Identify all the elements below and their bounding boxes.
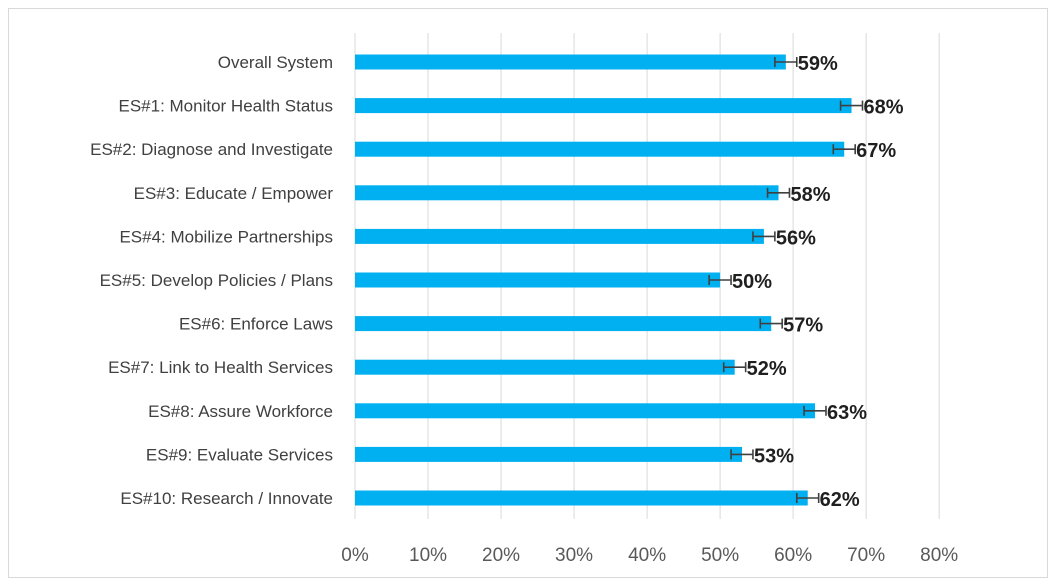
bars: [355, 54, 852, 506]
x-tick-label: 40%: [628, 545, 666, 566]
value-label: 59%: [798, 53, 838, 75]
category-label: ES#9: Evaluate Services: [146, 445, 333, 464]
value-label: 53%: [754, 445, 794, 467]
bar: [355, 446, 743, 462]
x-tick-label: 70%: [847, 545, 885, 566]
x-tick-label: 30%: [555, 545, 593, 566]
bar: [355, 141, 845, 157]
category-label: ES#6: Enforce Laws: [179, 315, 333, 334]
value-label: 62%: [820, 489, 860, 511]
x-axis-tick-labels: 0% 10% 20% 30% 40% 50% 60% 70% 80%: [341, 545, 958, 566]
bar: [355, 403, 816, 419]
error-bar: [832, 144, 856, 155]
bar: [355, 228, 764, 244]
error-bar: [708, 275, 732, 285]
bar: [355, 272, 721, 288]
error-bar: [803, 405, 827, 416]
error-bar: [839, 100, 864, 111]
value-labels: 59% 68% 67% 58% 56%50% 57% 52% 63% 53% 62%: [732, 53, 904, 511]
x-tick-label: 80%: [920, 545, 958, 566]
error-bar: [730, 449, 754, 460]
bar: [355, 185, 779, 201]
bar: [355, 98, 852, 114]
error-bar: [795, 493, 820, 503]
x-tick-label: 50%: [701, 545, 739, 566]
value-label: 68%: [863, 97, 903, 119]
value-label: 63%: [827, 402, 867, 424]
error-bars: [708, 57, 864, 503]
bar: [355, 490, 808, 506]
category-label: ES#2: Diagnose and Investigate: [90, 140, 333, 159]
value-label: 57%: [783, 315, 823, 337]
x-tick-label: 10%: [409, 545, 447, 566]
chart-frame: Overall System ES#1: Monitor Health Statu…: [8, 8, 1048, 578]
category-label: ES#4: Mobilize Partnerships: [119, 227, 333, 246]
bar-chart: Overall System ES#1: Monitor Health Statu…: [90, 33, 958, 566]
value-label: 52%: [747, 358, 787, 380]
x-tick-label: 0%: [341, 545, 369, 566]
category-label: ES#1: Monitor Health Status: [118, 97, 333, 116]
bar: [355, 54, 786, 70]
bar: [355, 316, 772, 332]
error-bar: [722, 362, 747, 373]
error-bar: [752, 231, 776, 242]
category-labels: Overall System ES#1: Monitor Health Statu…: [90, 53, 333, 508]
value-label: 67%: [856, 140, 896, 162]
category-label: ES#5: Develop Policies / Plans: [100, 271, 333, 290]
x-tick-label: 60%: [774, 545, 812, 566]
bar: [355, 359, 735, 375]
category-label: ES#8: Assure Workforce: [148, 402, 333, 421]
error-bar: [766, 187, 791, 198]
error-bar: [774, 57, 798, 67]
category-label: ES#10: Research / Innovate: [120, 489, 333, 508]
x-tick-label: 20%: [482, 545, 520, 566]
category-label: ES#7: Link to Health Services: [108, 358, 333, 377]
error-bar: [759, 318, 783, 329]
category-label: Overall System: [218, 53, 333, 72]
value-label: 50%: [732, 271, 772, 293]
value-label: 58%: [790, 184, 830, 206]
category-label: ES#3: Educate / Empower: [134, 184, 334, 203]
value-label: 56%: [776, 227, 816, 249]
